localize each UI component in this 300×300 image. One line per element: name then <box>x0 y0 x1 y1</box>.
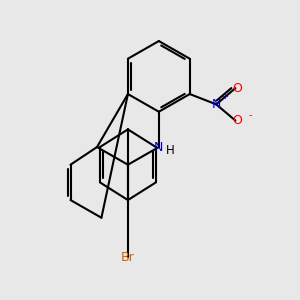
Text: O: O <box>232 82 242 95</box>
Text: N: N <box>154 141 164 154</box>
Text: H: H <box>166 144 174 157</box>
Text: O: O <box>232 114 242 127</box>
Text: +: + <box>221 92 228 100</box>
Text: Br: Br <box>121 251 135 264</box>
Text: -: - <box>248 110 252 120</box>
Text: N: N <box>212 98 221 111</box>
